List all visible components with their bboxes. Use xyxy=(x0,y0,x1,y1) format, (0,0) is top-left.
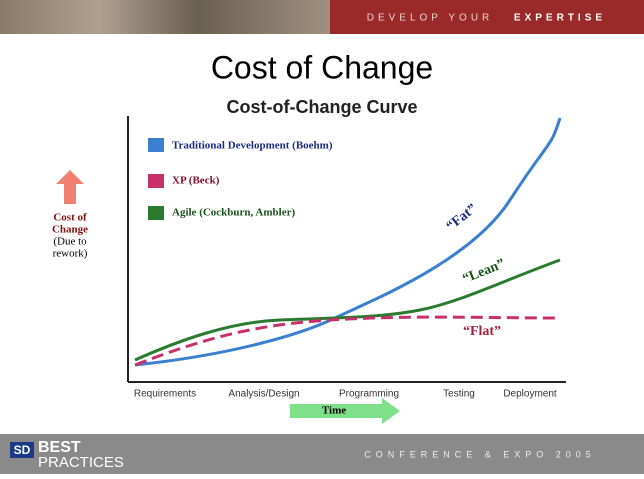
logo-sd: SD xyxy=(14,443,31,457)
x-category: Testing xyxy=(443,389,475,400)
x-category: Deployment xyxy=(503,389,557,400)
figure-title: Cost-of-Change Curve xyxy=(226,97,417,117)
legend-label: Agile (Cockburn, Ambler) xyxy=(172,207,295,219)
tagline: EXPERTISE xyxy=(514,13,606,24)
event: CONFERENCE & EXPO 2005 xyxy=(364,449,596,459)
x-category: Programming xyxy=(339,389,399,400)
legend-label: XP (Beck) xyxy=(172,175,220,187)
annotation: “Fat” xyxy=(444,201,480,234)
annotation: “Flat” xyxy=(463,324,501,339)
x-label: Time xyxy=(322,405,346,417)
y-label: rework) xyxy=(53,248,88,260)
page: DEVELOP YOUR EXPERTISE Cost of Change Co… xyxy=(0,0,644,474)
y-label: (Due to xyxy=(53,236,87,248)
legend-label: Traditional Development (Boehm) xyxy=(172,140,333,152)
legend-swatch xyxy=(148,138,164,152)
x-category: Requirements xyxy=(134,389,196,400)
tagline: DEVELOP YOUR xyxy=(367,13,494,24)
x-category: Analysis/Design xyxy=(228,389,299,400)
up-arrow xyxy=(56,170,84,204)
logo-practices: PRACTICES xyxy=(38,454,124,471)
agile-curve xyxy=(135,260,560,360)
legend-swatch xyxy=(148,174,164,188)
y-label: Change xyxy=(52,224,88,236)
slide: DEVELOP YOUR EXPERTISE Cost of Change Co… xyxy=(0,0,644,474)
header-photo xyxy=(0,0,330,34)
slide-title: Cost of Change xyxy=(211,49,433,85)
legend-swatch xyxy=(148,206,164,220)
y-label: Cost of xyxy=(53,212,87,224)
